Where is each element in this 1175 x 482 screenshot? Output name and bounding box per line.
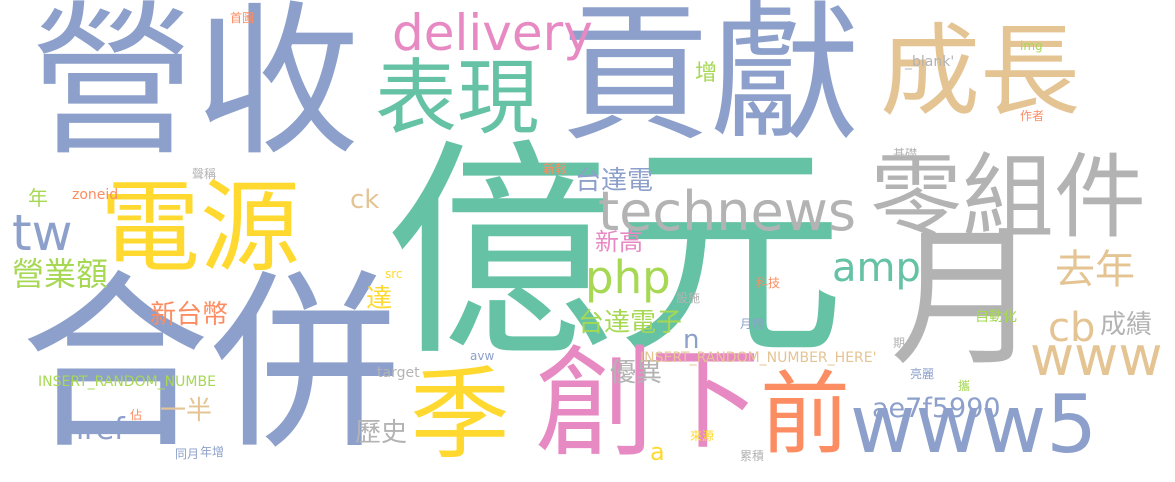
cloud-word: 優異 — [610, 358, 663, 388]
cloud-word: 月增 — [740, 317, 765, 331]
cloud-word: 成績 — [1100, 310, 1153, 340]
cloud-word: 台達電 — [575, 166, 654, 196]
cloud-word: a — [650, 438, 665, 466]
cloud-word: 月 — [890, 213, 1041, 387]
cloud-word: target — [377, 365, 420, 381]
cloud-word: cb — [1048, 305, 1096, 351]
cloud-word: 設施 — [676, 291, 701, 305]
cloud-word: 營業額 — [12, 255, 109, 293]
cloud-word: 營收 — [30, 0, 360, 178]
cloud-word: 創 — [535, 335, 655, 474]
cloud-word: 新高 — [595, 228, 643, 256]
cloud-word: php — [585, 251, 671, 304]
cloud-word: href — [65, 412, 125, 447]
cloud-word: 來源 — [690, 429, 715, 443]
cloud-word: avw — [470, 349, 495, 363]
cloud-word: 攜 — [958, 379, 971, 393]
cloud-word: 年增 — [200, 445, 225, 459]
cloud-word: amp — [832, 245, 921, 291]
cloud-word: ae7f5990 — [872, 393, 1001, 424]
cloud-word: INSERT_RANDOM_NUMBER_HERE' — [640, 350, 877, 366]
cloud-word: 增 — [695, 61, 718, 86]
cloud-word: img — [1020, 39, 1043, 53]
cloud-word: 下 — [650, 336, 760, 464]
cloud-word: _blank' — [905, 54, 955, 70]
cloud-word: 新報 — [543, 162, 568, 176]
cloud-word: 電源 — [100, 169, 300, 286]
cloud-word: 台達電子 — [578, 308, 683, 338]
cloud-word: delivery — [392, 4, 593, 62]
cloud-word: 基礎 — [893, 147, 918, 161]
cloud-word: 年 — [28, 186, 48, 210]
cloud-word: INSERT_RANDOM_NUMBE — [38, 374, 216, 390]
cloud-word: 聲稱 — [192, 167, 217, 181]
cloud-word: www — [1030, 325, 1163, 388]
cloud-word: 同月 — [175, 447, 200, 461]
cloud-word: 一半 — [160, 396, 213, 426]
cloud-word: 期 — [893, 336, 906, 350]
cloud-word: ck — [350, 185, 380, 215]
cloud-word: tw — [12, 204, 73, 262]
cloud-word: 合併 — [20, 254, 401, 475]
cloud-word: 首圖 — [230, 11, 255, 25]
cloud-word: n — [683, 325, 700, 355]
cloud-word: 零組件 — [870, 144, 1147, 251]
cloud-word: 貢獻 — [560, 0, 861, 162]
cloud-word: 亮麗 — [910, 367, 935, 381]
cloud-word: technews — [598, 180, 857, 243]
cloud-word: 佔 — [130, 408, 143, 422]
cloud-word: 自動化 — [975, 309, 1017, 325]
cloud-word: www5 — [850, 378, 1098, 471]
cloud-word: 億元 — [385, 121, 846, 388]
cloud-word: 作者 — [1020, 109, 1045, 123]
cloud-word: zoneid — [72, 187, 119, 203]
cloud-word: 新台幣 — [150, 300, 229, 330]
cloud-word: 科技 — [756, 276, 781, 290]
cloud-word: 季 — [410, 356, 510, 473]
cloud-word: 去年 — [1055, 247, 1135, 293]
cloud-word: 成長 — [880, 13, 1080, 130]
cloud-word: 歷史 — [355, 418, 408, 448]
cloud-word: 累積 — [740, 449, 765, 463]
cloud-word: 表現 — [375, 51, 540, 146]
cloud-word: 達 — [366, 284, 393, 314]
cloud-word: src — [385, 267, 403, 281]
cloud-word: 前 — [760, 362, 850, 467]
